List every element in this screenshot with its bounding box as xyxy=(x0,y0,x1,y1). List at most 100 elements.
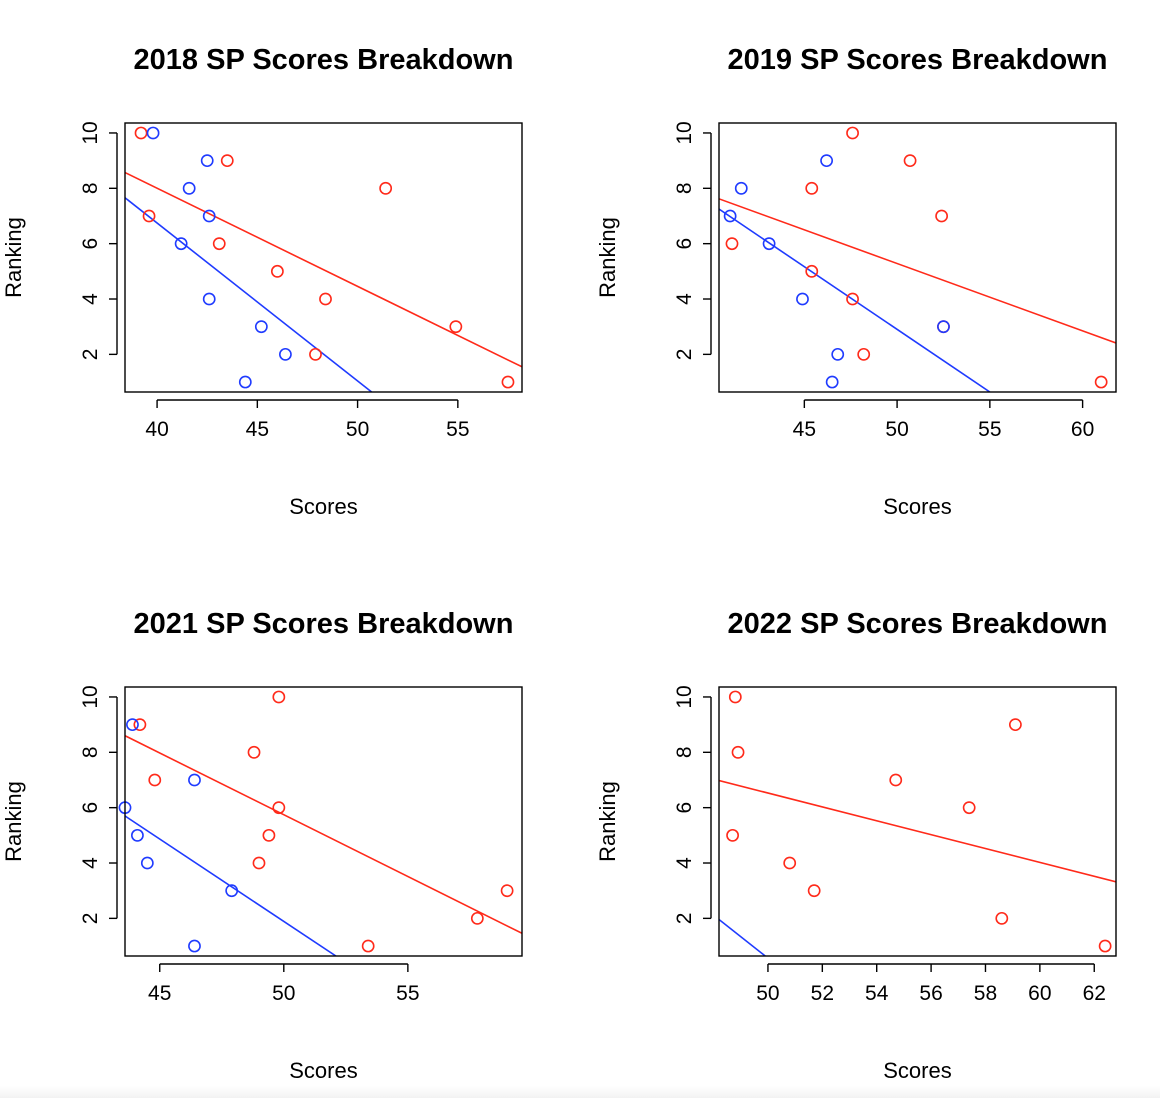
chart-panel-2: 2019 SP Scores Breakdown 45 50 55 60 2 4 6 8 10 Sc… xyxy=(595,44,1117,519)
data-point-blue xyxy=(937,320,950,334)
x-tick-label: 56 xyxy=(919,982,942,1005)
data-point-red xyxy=(449,320,463,334)
data-point-blue xyxy=(225,884,239,898)
data-point-blue xyxy=(202,292,216,306)
fit-line-red xyxy=(125,171,522,368)
data-point-red xyxy=(133,718,147,732)
data-point-red xyxy=(262,828,276,842)
y-tick-label: 2 xyxy=(79,349,102,361)
data-point-red xyxy=(272,690,286,704)
data-point-red xyxy=(470,911,484,925)
data-point-red xyxy=(220,154,234,168)
data-point-red xyxy=(272,801,286,815)
y-tick-label: 10 xyxy=(673,121,696,144)
data-point-red xyxy=(726,828,739,842)
fit-line-red xyxy=(719,779,1116,883)
fit-line-blue xyxy=(719,918,766,956)
data-point-red xyxy=(783,856,797,870)
x-axis-label: Scores xyxy=(883,1058,951,1083)
x-tick-label: 55 xyxy=(978,418,1001,441)
data-point-blue xyxy=(831,347,845,361)
plot-frame xyxy=(718,122,1117,393)
y-tick-label: 2 xyxy=(673,913,696,925)
data-point-blue xyxy=(734,181,748,195)
data-point-red xyxy=(807,884,821,898)
data-point-blue xyxy=(820,154,833,168)
data-point-red xyxy=(731,745,745,759)
y-tick-label: 10 xyxy=(79,685,102,708)
plot-frame xyxy=(718,686,1117,957)
data-point-red xyxy=(846,126,859,140)
x-tick-label: 54 xyxy=(865,982,889,1005)
data-point-red xyxy=(728,690,742,704)
data-point-red xyxy=(309,347,322,361)
data-point-red xyxy=(142,209,156,223)
data-point-red xyxy=(501,375,515,389)
y-axis-label: Ranking xyxy=(1,217,26,298)
x-tick-label: 50 xyxy=(272,982,295,1005)
data-point-red xyxy=(252,856,266,870)
data-point-red xyxy=(805,181,819,195)
data-point-red xyxy=(319,292,332,306)
data-point-red xyxy=(889,773,903,787)
chart-title: 2019 SP Scores Breakdown xyxy=(728,44,1108,76)
y-tick-label: 4 xyxy=(79,857,102,869)
data-point-red xyxy=(148,773,162,787)
fit-line-blue xyxy=(719,208,991,392)
data-point-blue xyxy=(762,237,776,251)
bottom-fade xyxy=(0,1086,1160,1098)
x-tick-label: 55 xyxy=(396,982,419,1005)
data-point-blue xyxy=(146,126,160,140)
plot-frame xyxy=(124,686,523,957)
chart-panel-3: 2021 SP Scores Breakdown 45 50 55 2 4 6 8 10 Scor… xyxy=(1,608,523,1083)
y-tick-label: 4 xyxy=(673,857,696,869)
data-point-red xyxy=(1008,718,1022,732)
fit-line-red xyxy=(719,198,1116,344)
y-tick-label: 2 xyxy=(79,913,102,925)
y-tick-label: 8 xyxy=(79,182,102,194)
x-tick-label: 50 xyxy=(346,418,369,441)
plot-frame xyxy=(124,122,523,393)
x-tick-label: 45 xyxy=(246,418,269,441)
data-point-red xyxy=(247,745,261,759)
y-tick-label: 6 xyxy=(673,802,696,814)
data-point-red xyxy=(379,181,393,195)
chart-title: 2022 SP Scores Breakdown xyxy=(728,608,1108,640)
data-point-red xyxy=(1094,375,1108,389)
x-axis-label: Scores xyxy=(289,494,357,519)
data-point-blue xyxy=(825,375,839,389)
x-tick-label: 50 xyxy=(885,418,908,441)
y-axis-label: Ranking xyxy=(595,781,620,862)
y-tick-label: 2 xyxy=(673,349,696,361)
chart-panel-4: 2022 SP Scores Breakdown 50 52 54 56 58 60 62 2 4… xyxy=(595,608,1117,1083)
data-point-blue xyxy=(182,181,196,195)
y-tick-label: 6 xyxy=(673,238,696,250)
y-tick-label: 4 xyxy=(79,293,102,305)
data-point-blue xyxy=(796,292,809,306)
data-point-blue xyxy=(188,939,201,953)
data-point-red xyxy=(361,939,375,953)
data-point-red xyxy=(212,237,226,251)
y-tick-label: 6 xyxy=(79,238,102,250)
data-point-red xyxy=(500,884,514,898)
data-point-red xyxy=(846,292,859,306)
y-tick-label: 8 xyxy=(673,182,696,194)
x-tick-label: 45 xyxy=(793,418,816,441)
x-tick-label: 60 xyxy=(1028,982,1051,1005)
x-axis-label: Scores xyxy=(883,494,951,519)
y-tick-label: 8 xyxy=(79,746,102,758)
y-tick-label: 6 xyxy=(79,802,102,814)
y-tick-label: 10 xyxy=(673,685,696,708)
chart-title: 2018 SP Scores Breakdown xyxy=(134,44,514,76)
data-point-blue xyxy=(238,375,252,389)
data-point-blue xyxy=(200,154,214,168)
data-point-blue xyxy=(254,320,268,334)
y-tick-label: 8 xyxy=(673,746,696,758)
y-tick-label: 4 xyxy=(673,293,696,305)
x-tick-label: 50 xyxy=(756,982,779,1005)
data-point-blue xyxy=(188,773,201,787)
x-tick-label: 45 xyxy=(148,982,171,1005)
x-tick-label: 60 xyxy=(1071,418,1094,441)
data-point-blue xyxy=(202,209,216,223)
